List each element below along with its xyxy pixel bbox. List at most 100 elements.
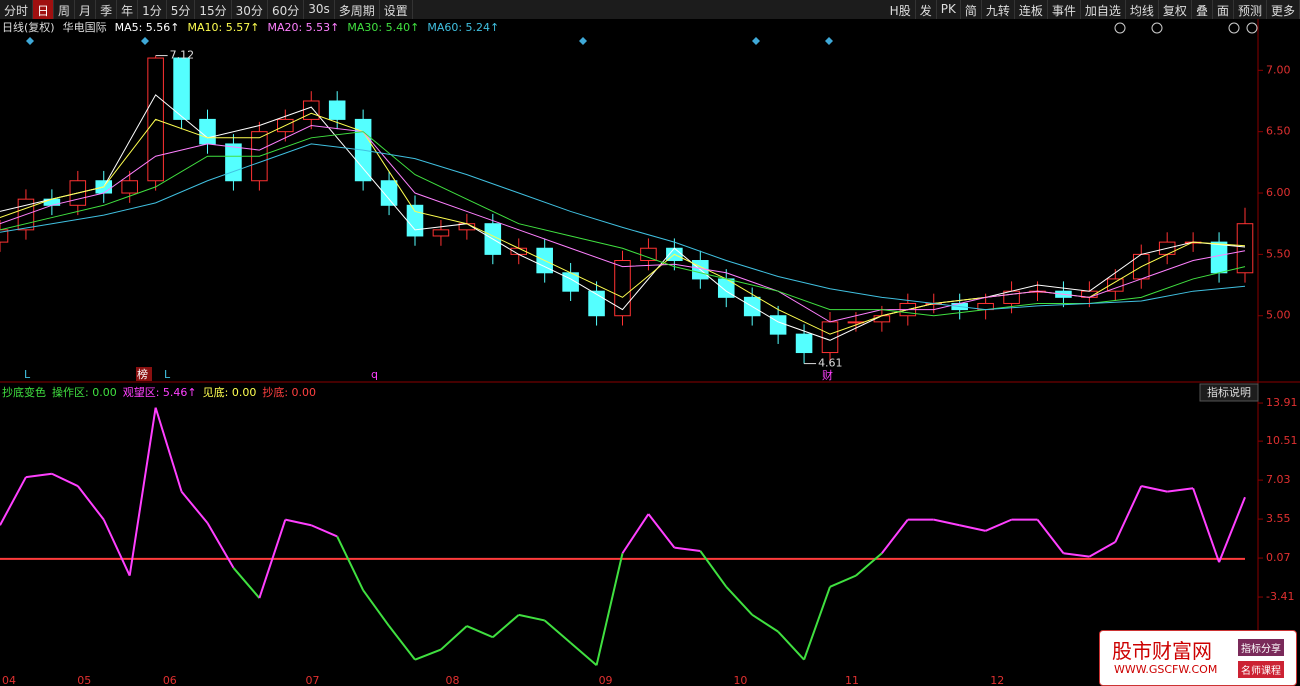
- oscillator-segment: [544, 619, 572, 644]
- indicator-legend: 抄底: 0.00: [262, 385, 316, 399]
- candle-body: [614, 260, 631, 317]
- toolbar-button[interactable]: PK: [937, 0, 961, 19]
- oscillator-segment: [388, 625, 416, 661]
- toolbar-button[interactable]: 均线: [1126, 0, 1159, 19]
- candle-body: [302, 100, 320, 120]
- oscillator-segment: [102, 519, 131, 577]
- y-tick-label: 0.07: [1266, 551, 1291, 564]
- oscillator-segment: [855, 552, 883, 577]
- oscillator-segment: [128, 407, 157, 576]
- toolbar-button[interactable]: 九转: [982, 0, 1015, 19]
- y-tick-label: 6.00: [1266, 186, 1291, 199]
- oscillator-segment: [180, 491, 209, 524]
- y-tick-label: -3.41: [1266, 590, 1294, 603]
- view-icons[interactable]: [1114, 22, 1258, 34]
- oscillator-segment: [959, 524, 986, 532]
- y-tick-label: 5.00: [1266, 309, 1291, 322]
- oscillator-segment: [933, 518, 960, 527]
- oscillator-segment: [154, 407, 183, 492]
- toolbar-button[interactable]: 5分: [167, 0, 196, 19]
- toolbar-button[interactable]: 30分: [232, 0, 268, 19]
- x-tick-label: 06: [163, 674, 177, 686]
- legend-entry: 日线(复权): [2, 20, 55, 34]
- oscillator-segment: [77, 485, 105, 521]
- oscillator-segment: [595, 553, 624, 666]
- oscillator-segment: [518, 613, 545, 622]
- toolbar-button[interactable]: 日: [33, 0, 55, 19]
- button-label[interactable]: 指标说明: [1207, 385, 1251, 399]
- toolbar-button[interactable]: H股: [886, 0, 916, 19]
- candle-body: [225, 143, 242, 182]
- oscillator-segment: [777, 630, 805, 661]
- candle-body: [328, 100, 346, 120]
- x-tick-label: 11: [845, 674, 859, 686]
- y-tick-label: 10.51: [1266, 434, 1298, 447]
- indicator-legend: 观望区: 5.46↑: [123, 386, 197, 399]
- ma-line: [0, 131, 1246, 317]
- toolbar-button[interactable]: 简: [961, 0, 982, 19]
- oscillator-segment: [51, 472, 79, 487]
- toolbar-button[interactable]: 叠: [1192, 0, 1213, 19]
- oscillator-segment: [829, 574, 857, 588]
- marker: 榜: [137, 367, 148, 381]
- icon[interactable]: [1114, 22, 1126, 34]
- toolbar-button[interactable]: 加自选: [1081, 0, 1126, 19]
- toolbar-button[interactable]: 面: [1213, 0, 1234, 19]
- icon[interactable]: [1151, 22, 1163, 34]
- oscillator-segment: [492, 614, 520, 639]
- candle-body: [406, 204, 424, 237]
- toolbar-button[interactable]: 15分: [195, 0, 232, 19]
- toolbar-button[interactable]: 30s: [304, 0, 335, 19]
- toolbar-button[interactable]: 周: [54, 0, 76, 19]
- oscillator-segment: [310, 524, 338, 538]
- toolbar-button[interactable]: 多周期: [335, 0, 380, 19]
- toolbar-button[interactable]: 设置: [380, 0, 413, 19]
- diamond: [26, 37, 34, 45]
- watermark-title: 股市财富网: [1112, 639, 1212, 663]
- ma-line: [0, 143, 1246, 311]
- oscillator-segment: [285, 518, 312, 527]
- icon[interactable]: [1246, 22, 1258, 34]
- indicator-legend: 操作区: 0.00: [52, 385, 117, 399]
- toolbar-button[interactable]: 连板: [1015, 0, 1048, 19]
- y-tick-label: 5.50: [1266, 247, 1291, 260]
- x-tick-label: 07: [305, 674, 319, 686]
- marker: q: [371, 368, 378, 381]
- marker: L: [164, 368, 171, 381]
- toolbar-right: H股发 PK 简九转 连板 事件 加自选 均线 复权叠面预测 更多: [886, 0, 1300, 19]
- watermark: 股市财富网 WWW.GSCFW.COM 指标分享 名师课程: [1099, 630, 1297, 686]
- toolbar-button[interactable]: 更多: [1267, 0, 1300, 19]
- oscillator-segment: [1218, 496, 1246, 563]
- y-tick-label: 13.91: [1266, 396, 1298, 409]
- oscillator-segment: [881, 519, 909, 554]
- candle-body: [640, 247, 657, 262]
- x-tick-label: 04: [2, 674, 16, 686]
- candle-body: [1210, 241, 1228, 274]
- toolbar-button[interactable]: 60分: [268, 0, 305, 19]
- indicator-help-button[interactable]: [1199, 383, 1259, 402]
- toolbar-button[interactable]: 1分: [138, 0, 167, 19]
- oscillator-segment: [569, 642, 598, 667]
- watermark-url: WWW.GSCFW.COM: [1114, 663, 1218, 676]
- toolbar-button[interactable]: 分时: [0, 0, 34, 19]
- toolbar-button[interactable]: 月: [75, 0, 97, 19]
- toolbar-button[interactable]: 发: [916, 0, 937, 19]
- oscillator-segment: [336, 536, 365, 591]
- oscillator-segment: [985, 518, 1012, 532]
- x-tick-label: 05: [77, 674, 91, 686]
- candle-body: [121, 180, 138, 194]
- oscillator-segment: [362, 589, 390, 627]
- diamond: [752, 37, 760, 45]
- candle-body: [380, 180, 398, 206]
- candle-body: [1236, 223, 1254, 274]
- oscillator-segment: [647, 513, 676, 549]
- toolbar-button[interactable]: 复权: [1159, 0, 1192, 19]
- toolbar-button[interactable]: 年: [117, 0, 139, 19]
- oscillator-segment: [25, 472, 53, 479]
- toolbar-button[interactable]: 季: [96, 0, 118, 19]
- y-tick-label: 6.50: [1266, 125, 1291, 138]
- icon[interactable]: [1228, 22, 1240, 34]
- legend-entry: 华电国际: [63, 20, 107, 34]
- toolbar-button[interactable]: 事件: [1048, 0, 1081, 19]
- toolbar-button[interactable]: 预测: [1234, 0, 1267, 19]
